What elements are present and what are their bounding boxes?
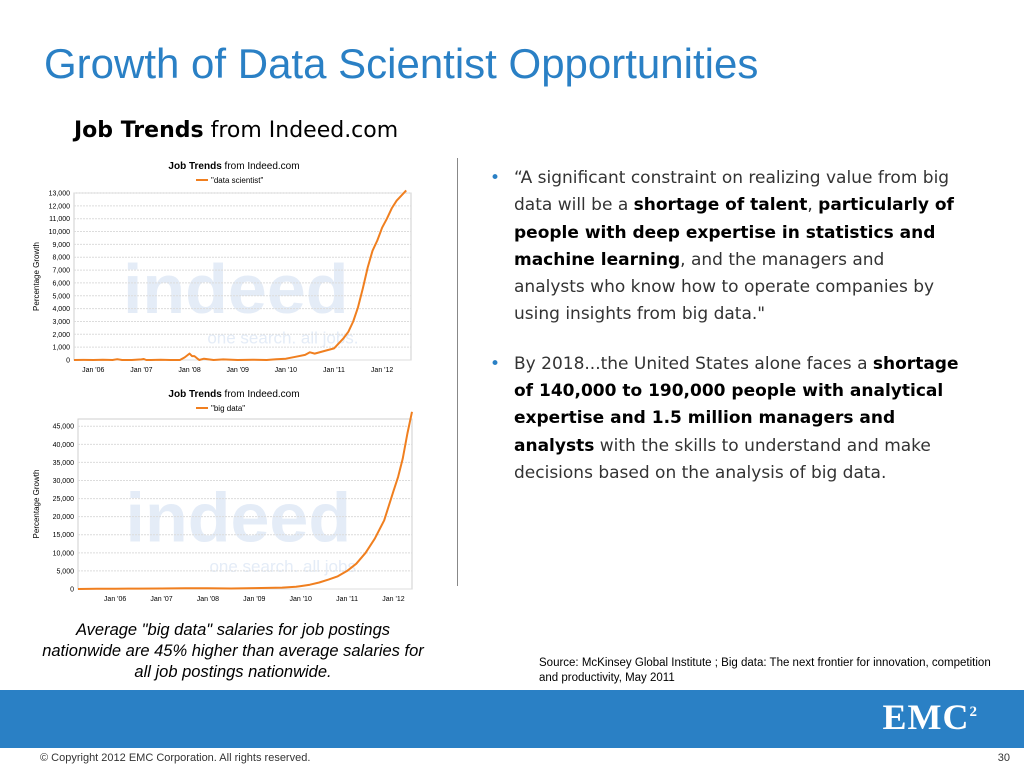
y-axis-label: Percentage Growth bbox=[32, 242, 41, 311]
y-tick-label: 1,000 bbox=[52, 345, 70, 352]
series-line bbox=[73, 189, 407, 361]
y-tick-label: 2,000 bbox=[52, 332, 70, 339]
subtitle-bold: Job Trends bbox=[74, 118, 204, 143]
indeed-watermark: indeed bbox=[126, 478, 352, 556]
bullet-text: with the skills to understand and make d… bbox=[514, 435, 931, 483]
y-tick-label: 25,000 bbox=[53, 496, 75, 503]
bullet-bold-text: shortage of talent bbox=[633, 195, 808, 216]
y-tick-label: 3,000 bbox=[52, 319, 70, 326]
bullet-item: • “A significant constraint on realizing … bbox=[490, 165, 960, 329]
y-tick-label: 7,000 bbox=[52, 268, 70, 275]
copyright-text: © Copyright 2012 EMC Corporation. All ri… bbox=[40, 752, 311, 764]
y-tick-label: 35,000 bbox=[53, 460, 75, 467]
chart-title-rest: from Indeed.com bbox=[222, 389, 300, 400]
chart-title: Job Trends from Indeed.com bbox=[168, 389, 299, 400]
x-tick-label: Jan '09 bbox=[227, 367, 249, 374]
y-tick-label: 15,000 bbox=[53, 532, 75, 539]
y-tick-label: 11,000 bbox=[49, 216, 70, 223]
y-tick-label: 45,000 bbox=[53, 424, 75, 431]
x-tick-label: Jan '06 bbox=[104, 596, 126, 603]
y-tick-label: 20,000 bbox=[53, 514, 75, 521]
x-tick-label: Jan '11 bbox=[336, 596, 358, 603]
bullet-dot-icon: • bbox=[490, 353, 501, 374]
page-number: 30 bbox=[997, 752, 1010, 764]
y-tick-label: 40,000 bbox=[53, 442, 75, 449]
subtitle-rest: from Indeed.com bbox=[203, 118, 399, 143]
slide-title: Growth of Data Scientist Opportunities bbox=[44, 40, 759, 87]
y-tick-label: 10,000 bbox=[49, 229, 71, 236]
x-tick-label: Jan '07 bbox=[150, 596, 172, 603]
emc-logo: EMC2 bbox=[883, 696, 979, 738]
source-citation: Source: McKinsey Global Institute ; Big … bbox=[539, 657, 991, 684]
slide-subtitle: Job Trends from Indeed.com bbox=[74, 118, 398, 143]
bullet-text: “A significant constraint on realizing v… bbox=[514, 168, 950, 216]
chart-title-bold: Job Trends bbox=[168, 389, 222, 400]
x-tick-label: Jan '07 bbox=[130, 367, 152, 374]
y-tick-label: 9,000 bbox=[52, 242, 70, 249]
chart-title: Job Trends from Indeed.com bbox=[168, 161, 299, 172]
x-tick-label: Jan '09 bbox=[243, 596, 265, 603]
x-tick-label: Jan '06 bbox=[82, 367, 104, 374]
legend-label: "data scientist" bbox=[211, 176, 264, 185]
y-tick-label: 0 bbox=[66, 358, 70, 365]
y-tick-label: 13,000 bbox=[49, 191, 71, 198]
y-tick-label: 10,000 bbox=[53, 550, 75, 557]
x-tick-label: Jan '10 bbox=[289, 596, 311, 603]
brand-band: EMC2 bbox=[0, 690, 1024, 748]
x-tick-label: Jan '12 bbox=[371, 367, 393, 374]
y-tick-label: 12,000 bbox=[49, 203, 71, 210]
chart-svg: Job Trends from Indeed.com "data scientis… bbox=[32, 161, 412, 374]
chart-title-bold: Job Trends bbox=[168, 161, 222, 172]
watermark-tagline: one search. all jobs. bbox=[209, 557, 360, 576]
y-tick-label: 30,000 bbox=[53, 478, 75, 485]
salary-caption: Average "big data" salaries for job post… bbox=[42, 621, 424, 681]
bullet-bold-text: shortage of 140,000 to 190,000 people wi… bbox=[514, 353, 959, 456]
x-tick-label: Jan '10 bbox=[275, 367, 297, 374]
y-tick-label: 5,000 bbox=[52, 293, 70, 300]
chart-svg: Job Trends from Indeed.com "big data" inde… bbox=[32, 389, 413, 603]
chart-title-rest: from Indeed.com bbox=[222, 161, 300, 172]
logo-superscript: 2 bbox=[969, 704, 978, 720]
vertical-divider bbox=[457, 158, 458, 586]
indeed-watermark: indeed bbox=[123, 250, 349, 328]
y-tick-label: 0 bbox=[70, 587, 74, 594]
logo-text: EMC bbox=[882, 697, 970, 737]
big-data-job-trends-chart: Job Trends from Indeed.com "big data" inde… bbox=[28, 383, 420, 605]
bullet-text: , and the managers and analysts who know… bbox=[514, 249, 935, 325]
y-tick-label: 8,000 bbox=[52, 255, 70, 262]
bullet-bold-text: particularly of people with deep experti… bbox=[514, 195, 954, 270]
footer: © Copyright 2012 EMC Corporation. All ri… bbox=[0, 748, 1024, 768]
y-tick-label: 4,000 bbox=[52, 306, 70, 313]
bullet-text: By 2018...the United States alone faces … bbox=[514, 353, 873, 374]
legend-label: "big data" bbox=[211, 404, 245, 413]
watermark-tagline: one search. all jobs. bbox=[207, 328, 358, 347]
x-tick-label: Jan '08 bbox=[197, 596, 219, 603]
bullet-text: , bbox=[807, 195, 819, 216]
bullet-dot-icon: • bbox=[490, 168, 501, 188]
bullet-list: • “A significant constraint on realizing … bbox=[490, 165, 960, 509]
data-scientist-job-trends-chart: Job Trends from Indeed.com "data scientis… bbox=[28, 155, 420, 380]
series-line bbox=[77, 411, 413, 590]
y-axis-label: Percentage Growth bbox=[32, 470, 41, 539]
bullet-item: • By 2018...the United States alone faces… bbox=[490, 351, 960, 487]
x-tick-label: Jan '11 bbox=[323, 367, 345, 374]
y-tick-label: 6,000 bbox=[52, 280, 70, 287]
x-tick-label: Jan '08 bbox=[178, 367, 200, 374]
y-tick-label: 5,000 bbox=[56, 568, 74, 575]
x-tick-label: Jan '12 bbox=[382, 596, 404, 603]
